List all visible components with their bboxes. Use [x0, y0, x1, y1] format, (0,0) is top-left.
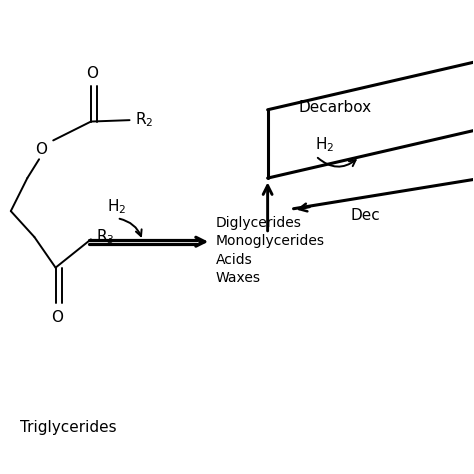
Text: Decarbox: Decarbox	[298, 100, 372, 115]
Text: O: O	[86, 66, 98, 82]
Text: Triglycerides: Triglycerides	[20, 420, 117, 435]
Text: Dec: Dec	[350, 208, 380, 223]
Text: R$_2$: R$_2$	[135, 111, 153, 129]
Text: H$_2$: H$_2$	[315, 136, 334, 155]
Text: O: O	[51, 310, 63, 325]
Text: O: O	[36, 142, 47, 157]
Text: Diglycerides
Monoglycerides
Acids
Waxes: Diglycerides Monoglycerides Acids Waxes	[216, 216, 325, 285]
Text: R$_3$: R$_3$	[96, 228, 114, 246]
Text: H$_2$: H$_2$	[107, 197, 127, 216]
